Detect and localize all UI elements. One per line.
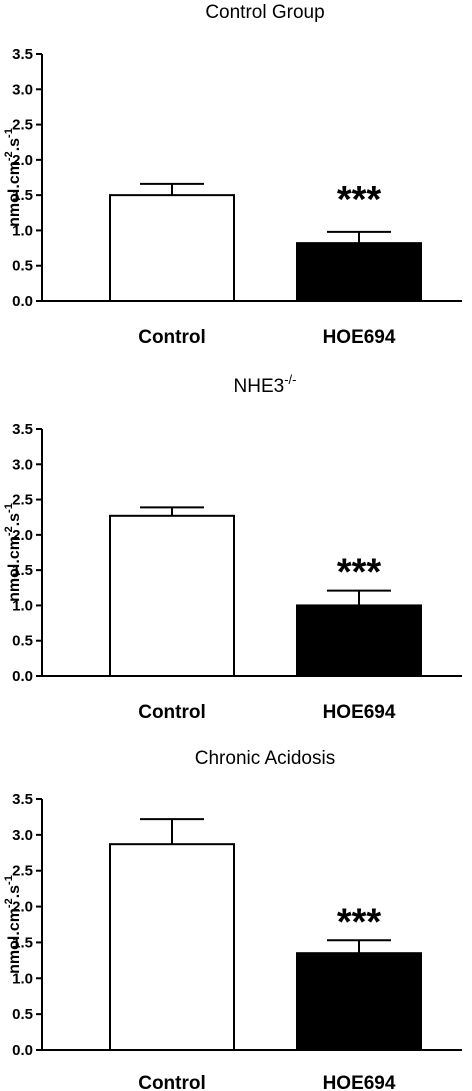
- y-axis-label: nmol.cm-2.s-1: [3, 503, 23, 602]
- y-tick-label: 2.5: [12, 117, 33, 134]
- y-axis-label-unit: nmol.cm: [6, 536, 23, 602]
- y-tick-label: 3.0: [12, 456, 33, 473]
- y-tick-label: 2.5: [12, 863, 33, 880]
- bar-control: [109, 194, 235, 302]
- significance-mark: ***: [337, 552, 382, 594]
- y-axis-label-sup1: -2: [3, 151, 15, 161]
- x-category-label: HOE694: [323, 1073, 396, 1091]
- chart-panel-2: NHE3-/- 0.0 0.5 1.0 1.5 2.0 2.5 3.0 3.5 nmol.cm-2…: [3, 372, 462, 723]
- bar-control: [109, 514, 235, 677]
- y-tick-label: 0.0: [12, 668, 33, 685]
- y-axis-label-sup1: -2: [3, 898, 15, 908]
- y-tick-label: 0.0: [12, 1042, 33, 1059]
- x-category-label: HOE694: [323, 327, 396, 348]
- bar-hoe694: [296, 604, 422, 678]
- y-tick-label: 1.5: [12, 187, 33, 204]
- y-tick-label: 3.5: [12, 791, 33, 808]
- panel-title-text: Control Group: [205, 2, 324, 23]
- y-axis-label-mid: .s: [6, 513, 23, 526]
- y-axis-label-sup1: -2: [3, 526, 15, 536]
- panel-title: Control Group: [205, 2, 324, 23]
- x-category-label: Control: [138, 1073, 206, 1091]
- y-tick-label: 0.5: [12, 1006, 33, 1023]
- bar-control: [109, 843, 235, 1051]
- y-tick-label: 3.0: [12, 827, 33, 844]
- x-category-label: Control: [138, 327, 206, 348]
- y-tick-label: 1.5: [12, 562, 33, 579]
- y-axis-label: nmol.cm-2.s-1: [3, 128, 23, 227]
- bar-hoe694: [296, 242, 422, 302]
- y-axis-label-unit: nmol.cm: [6, 908, 23, 974]
- panel-title-text: Chronic Acidosis: [195, 748, 335, 769]
- y-tick-label: 1.5: [12, 934, 33, 951]
- x-category-label: Control: [138, 702, 206, 723]
- panel-title: Chronic Acidosis: [195, 748, 335, 769]
- y-axis-label-mid: .s: [6, 138, 23, 151]
- y-tick-label: 1.0: [12, 597, 33, 614]
- y-axis-label-sup2: -1: [3, 503, 15, 513]
- panel-title-superscript: -/-: [284, 372, 296, 387]
- panel-title: NHE3-/-: [234, 372, 297, 397]
- significance-mark: ***: [337, 901, 382, 943]
- y-tick-label: 2.5: [12, 492, 33, 509]
- chart-panel-1: Control Group 0.0 0.5 1.0 1.5 2.0 2.5 3.0 3.5 nmo…: [3, 2, 462, 348]
- y-axis-label-sup2: -1: [3, 128, 15, 138]
- y-tick-label: 2.0: [12, 527, 33, 544]
- y-tick-label: 0.0: [12, 293, 33, 310]
- y-tick-label: 0.5: [12, 633, 33, 650]
- y-axis-label-unit: nmol.cm: [6, 161, 23, 227]
- y-axis-label-mid: .s: [6, 885, 23, 898]
- bar-hoe694: [296, 952, 422, 1052]
- y-tick-label: 2.0: [12, 152, 33, 169]
- y-tick-label: 3.5: [12, 46, 33, 63]
- y-tick-label: 0.5: [12, 258, 33, 275]
- panel-title-text: NHE3: [234, 376, 285, 397]
- chart-panel-3: Chronic Acidosis 0.0 0.5 1.0 1.5 2.0 2.5 3.0 3.5…: [3, 748, 462, 1091]
- y-tick-label: 2.0: [12, 899, 33, 916]
- y-tick-label: 1.0: [12, 970, 33, 987]
- x-category-label: HOE694: [323, 702, 396, 723]
- significance-mark: ***: [337, 179, 382, 221]
- y-tick-label: 3.5: [12, 421, 33, 438]
- y-tick-label: 3.0: [12, 81, 33, 98]
- y-axis-label: nmol.cm-2.s-1: [3, 875, 23, 974]
- y-axis-label-sup2: -1: [3, 875, 15, 885]
- y-tick-label: 1.0: [12, 222, 33, 239]
